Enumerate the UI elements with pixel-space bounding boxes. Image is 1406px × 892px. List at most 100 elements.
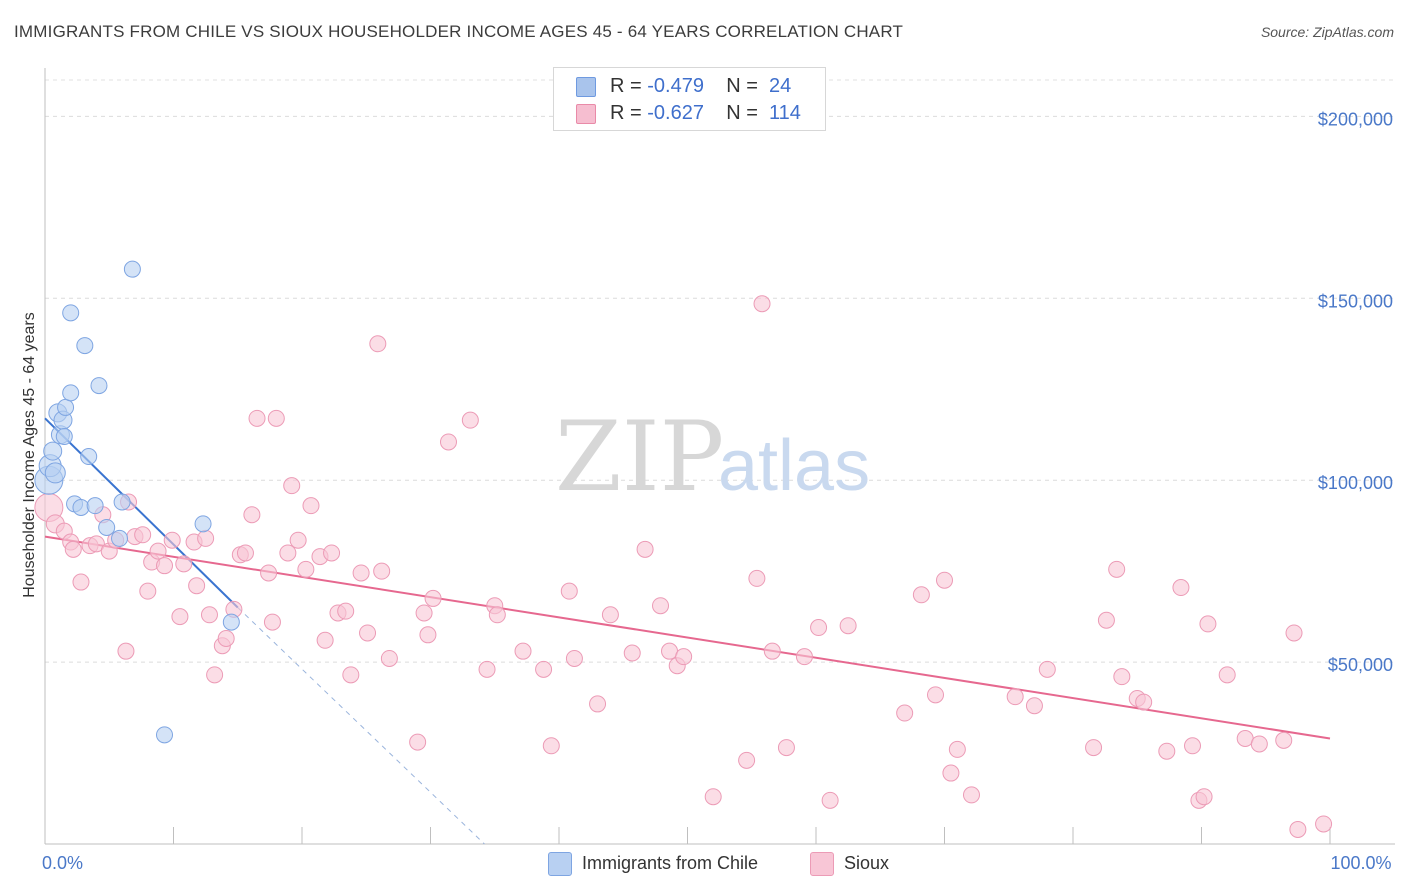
- data-point: [80, 448, 98, 466]
- y-tick-label: $150,000: [1318, 291, 1393, 311]
- data-point: [795, 648, 813, 666]
- chart-title: IMMIGRANTS FROM CHILE VS SIOUX HOUSEHOLD…: [14, 22, 904, 41]
- bottom-legend-label-sioux: Sioux: [844, 852, 890, 873]
- legend-r-label: R =: [610, 75, 642, 97]
- data-point: [98, 518, 116, 536]
- data-point: [302, 497, 320, 515]
- data-point: [289, 531, 307, 549]
- watermark: ZIP atlas: [555, 401, 870, 513]
- data-point: [117, 642, 135, 660]
- data-point: [1285, 624, 1303, 642]
- data-point: [738, 751, 756, 769]
- legend-r-value: -0.479: [647, 75, 704, 97]
- data-point: [188, 577, 206, 595]
- data-point: [589, 695, 607, 713]
- data-point: [236, 544, 254, 562]
- data-point: [200, 606, 218, 624]
- data-point: [194, 515, 212, 533]
- data-point: [62, 304, 80, 322]
- data-point: [601, 606, 619, 624]
- data-point: [297, 560, 315, 578]
- data-point: [623, 644, 641, 662]
- data-point: [1108, 560, 1126, 578]
- data-point: [927, 686, 945, 704]
- data-point: [1172, 579, 1190, 597]
- legend-swatch-sioux: [576, 104, 596, 124]
- data-point: [316, 631, 334, 649]
- data-point: [206, 666, 224, 684]
- x-tick-label: 100.0%: [1330, 853, 1391, 873]
- bottom-legend-swatch-sioux: [810, 852, 834, 876]
- data-point: [175, 555, 193, 573]
- data-point: [424, 589, 442, 607]
- data-point: [439, 433, 457, 451]
- data-point: [283, 477, 301, 495]
- data-point: [373, 562, 391, 580]
- data-point: [43, 441, 63, 461]
- bottom-legend-sioux: Sioux: [810, 852, 889, 876]
- data-point: [542, 737, 560, 755]
- data-point: [111, 529, 129, 547]
- y-tick-label: $100,000: [1318, 473, 1393, 493]
- data-point: [64, 540, 82, 558]
- data-point: [156, 726, 174, 744]
- data-point: [139, 582, 157, 600]
- data-point: [86, 497, 104, 515]
- data-point: [90, 377, 108, 395]
- data-point: [72, 498, 90, 516]
- data-point: [912, 586, 930, 604]
- data-point: [267, 409, 285, 427]
- data-point: [263, 613, 281, 631]
- data-point: [461, 411, 479, 429]
- data-point: [1275, 731, 1293, 749]
- data-point: [948, 740, 966, 758]
- data-point: [839, 617, 857, 635]
- legend-r-label: R =: [610, 102, 642, 124]
- data-point: [763, 642, 781, 660]
- legend-n-label: N =: [726, 102, 758, 124]
- data-point: [197, 529, 215, 547]
- data-point: [260, 564, 278, 582]
- trend-line-extension: [237, 607, 485, 845]
- data-point: [222, 613, 240, 631]
- source-label: Source: ZipAtlas.com: [1260, 24, 1394, 40]
- data-point: [163, 531, 181, 549]
- data-point: [777, 739, 795, 757]
- data-point: [1236, 729, 1254, 747]
- data-point: [936, 571, 953, 589]
- legend-text-chile: R = -0.479 N = 24: [610, 75, 791, 98]
- legend-swatch-chile: [576, 77, 596, 97]
- y-tick-label: $200,000: [1318, 109, 1393, 129]
- data-point: [821, 791, 839, 809]
- legend-n-value: 114: [769, 102, 801, 124]
- legend-r-value: -0.627: [647, 102, 704, 124]
- data-point: [478, 660, 496, 678]
- data-point: [55, 428, 73, 446]
- data-point: [1218, 666, 1236, 684]
- data-point: [113, 493, 131, 511]
- data-point: [1158, 742, 1176, 760]
- data-point: [409, 733, 427, 751]
- data-point: [87, 535, 105, 553]
- watermark-atlas: atlas: [718, 426, 870, 506]
- data-point: [156, 557, 174, 575]
- data-point: [359, 624, 377, 642]
- data-point: [134, 526, 152, 544]
- data-point: [217, 629, 235, 647]
- data-point: [748, 569, 766, 587]
- data-point: [369, 335, 387, 353]
- data-point: [1250, 735, 1268, 753]
- data-point: [636, 540, 654, 558]
- axes: [44, 68, 1395, 845]
- data-point: [488, 606, 506, 624]
- y-tick-labels: $50,000 $100,000 $150,000 $200,000: [1318, 109, 1393, 675]
- data-point: [560, 582, 578, 600]
- data-point: [942, 764, 960, 782]
- data-points: [34, 260, 1333, 838]
- data-point: [896, 704, 914, 722]
- watermark-zip: ZIP: [555, 401, 724, 513]
- data-point: [810, 619, 828, 637]
- x-tick-labels: 0.0% 100.0%: [42, 853, 1392, 873]
- bottom-legend-label-chile: Immigrants from Chile: [582, 852, 759, 873]
